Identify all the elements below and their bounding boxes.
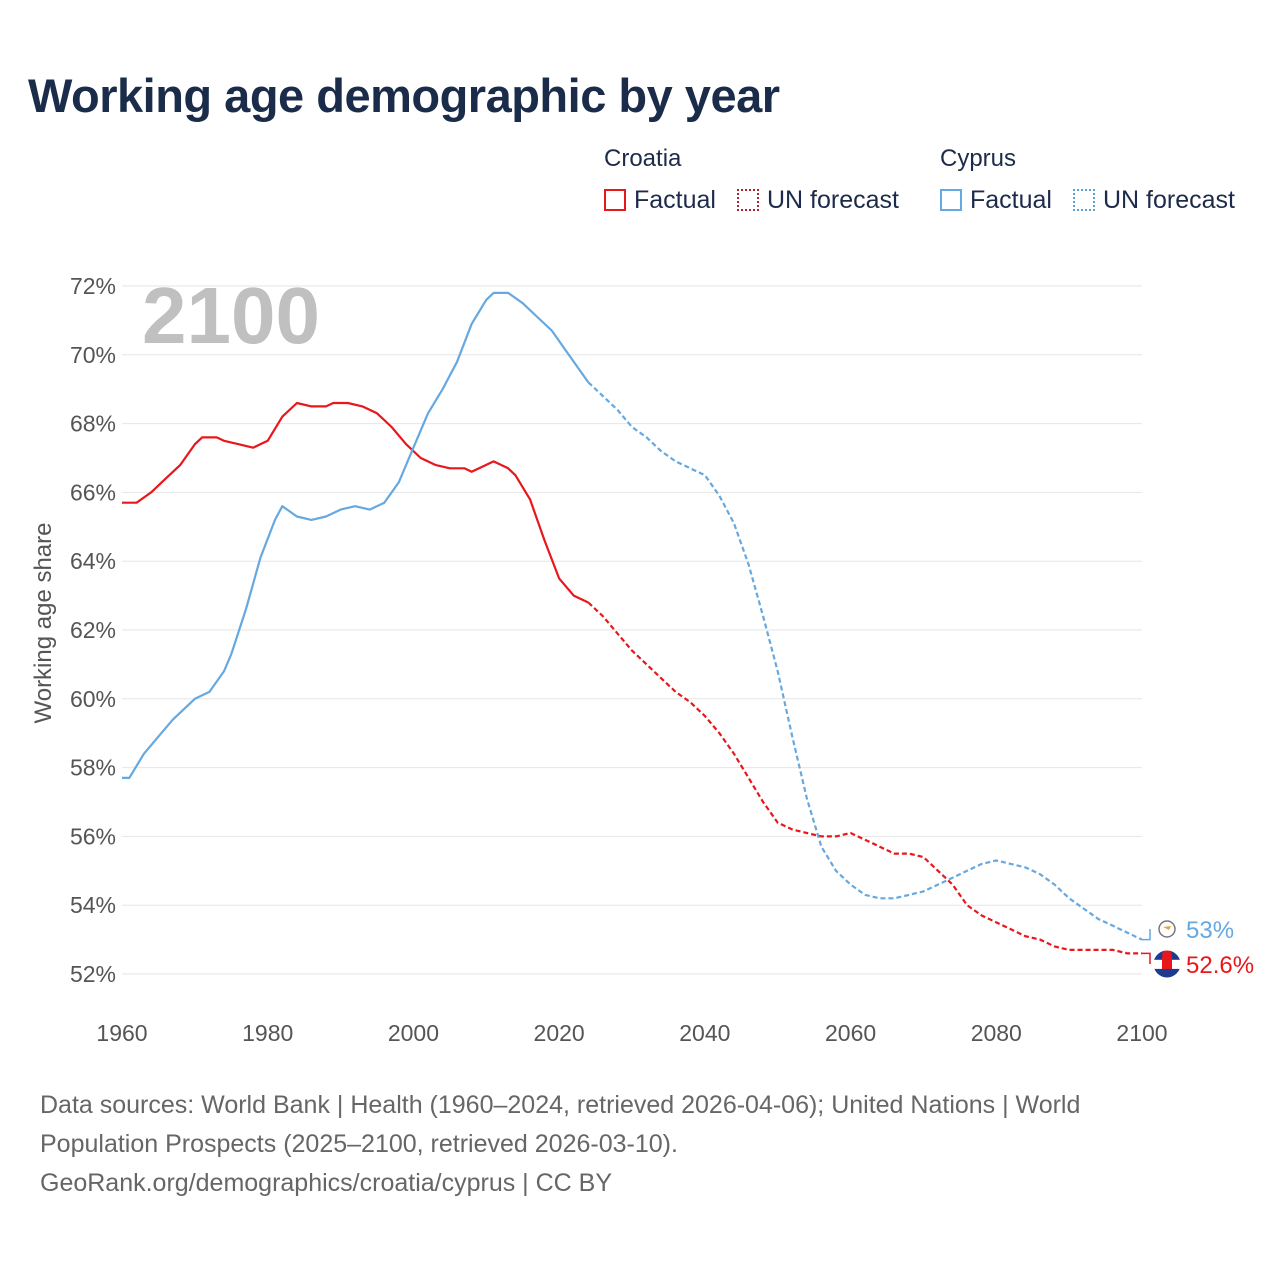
legend-croatia-forecast[interactable]: UN forecast	[737, 185, 899, 215]
end-label-cyprus: 53%	[1186, 917, 1234, 944]
x-tick-label-2020: 2020	[534, 1020, 585, 1046]
end-label-croatia: 52.6%	[1186, 952, 1254, 979]
footer-credit[interactable]: GeoRank.org/demographics/croatia/cyprus …	[40, 1169, 613, 1197]
x-tick-label-2080: 2080	[971, 1020, 1022, 1046]
legend-swatch-cyprus-factual	[940, 189, 962, 211]
end-markers: 52.6% 53%	[1142, 917, 1254, 979]
series-line-croatia-factual[interactable]	[122, 401, 589, 604]
y-tick-label-58: 58%	[70, 755, 116, 781]
legend-cyprus-factual[interactable]: Factual	[940, 185, 1052, 215]
y-axis-ticks: 52% 54% 56% 58% 60% 62% 64% 66% 68% 70% 72%	[70, 273, 116, 987]
y-axis-title: Working age share	[30, 523, 57, 724]
flag-cyprus-island	[1163, 926, 1171, 930]
series-line-cyprus-factual[interactable]	[122, 291, 590, 779]
connector-cyprus	[1142, 929, 1151, 941]
legend-swatch-croatia-forecast	[737, 189, 759, 211]
x-tick-label-2040: 2040	[679, 1020, 730, 1046]
footer-sources: Data sources: World Bank | Health (1960–…	[40, 1091, 1081, 1158]
x-tick-label-2060: 2060	[825, 1020, 876, 1046]
year-watermark: 2100	[142, 271, 320, 360]
gridlines	[122, 285, 1142, 975]
y-tick-label-54: 54%	[70, 892, 116, 918]
chart-title: Working age demographic by year	[28, 69, 780, 122]
series-lines	[122, 291, 1143, 955]
connector-croatia	[1142, 952, 1151, 964]
legend-label-cyprus-factual: Factual	[970, 185, 1052, 214]
series-line-croatia-forecast[interactable]	[587, 601, 1142, 955]
y-tick-label-66: 66%	[70, 479, 116, 505]
series-line-cyprus-forecast[interactable]	[587, 381, 1143, 941]
flag-croatia-shield	[1162, 957, 1172, 969]
flag-croatia-ring	[1152, 949, 1182, 979]
y-tick-label-62: 62%	[70, 617, 116, 643]
legend-group-croatia: Croatia	[604, 145, 682, 172]
x-tick-label-1960: 1960	[96, 1020, 147, 1046]
x-tick-label-2100: 2100	[1116, 1020, 1167, 1046]
y-tick-label-72: 72%	[70, 273, 116, 299]
flag-croatia-red-band	[1153, 950, 1181, 960]
line-chart: 52%54%56%58%60%62%64%66%68%70%72% 1960 19…	[30, 271, 1254, 1046]
footer: Data sources: World Bank | Health (1960–…	[40, 1086, 1200, 1203]
y-tick-label-70: 70%	[70, 342, 116, 368]
legend-croatia-factual[interactable]: Factual	[604, 185, 716, 215]
legend-label-croatia-factual: Factual	[634, 185, 716, 214]
legend-label-cyprus-forecast: UN forecast	[1103, 185, 1235, 214]
y-tick-label-68: 68%	[70, 411, 116, 437]
x-tick-label-2000: 2000	[388, 1020, 439, 1046]
legend-swatch-cyprus-forecast	[1073, 189, 1095, 211]
y-tick-label-52: 52%	[70, 961, 116, 987]
legend-label-croatia-forecast: UN forecast	[767, 185, 899, 214]
legend-group-cyprus: Cyprus	[940, 145, 1017, 172]
y-tick-label-56: 56%	[70, 823, 116, 849]
y-tick-label-60: 60%	[70, 686, 116, 712]
x-axis-ticks: 1960 1980 2000 2020 2040 2060 2080 2100	[96, 1020, 1167, 1046]
legend-cyprus-forecast[interactable]: UN forecast	[1073, 185, 1235, 215]
x-tick-label-1980: 1980	[242, 1020, 293, 1046]
legend-swatch-croatia-factual	[604, 189, 626, 211]
y-tick-label-64: 64%	[70, 548, 116, 574]
